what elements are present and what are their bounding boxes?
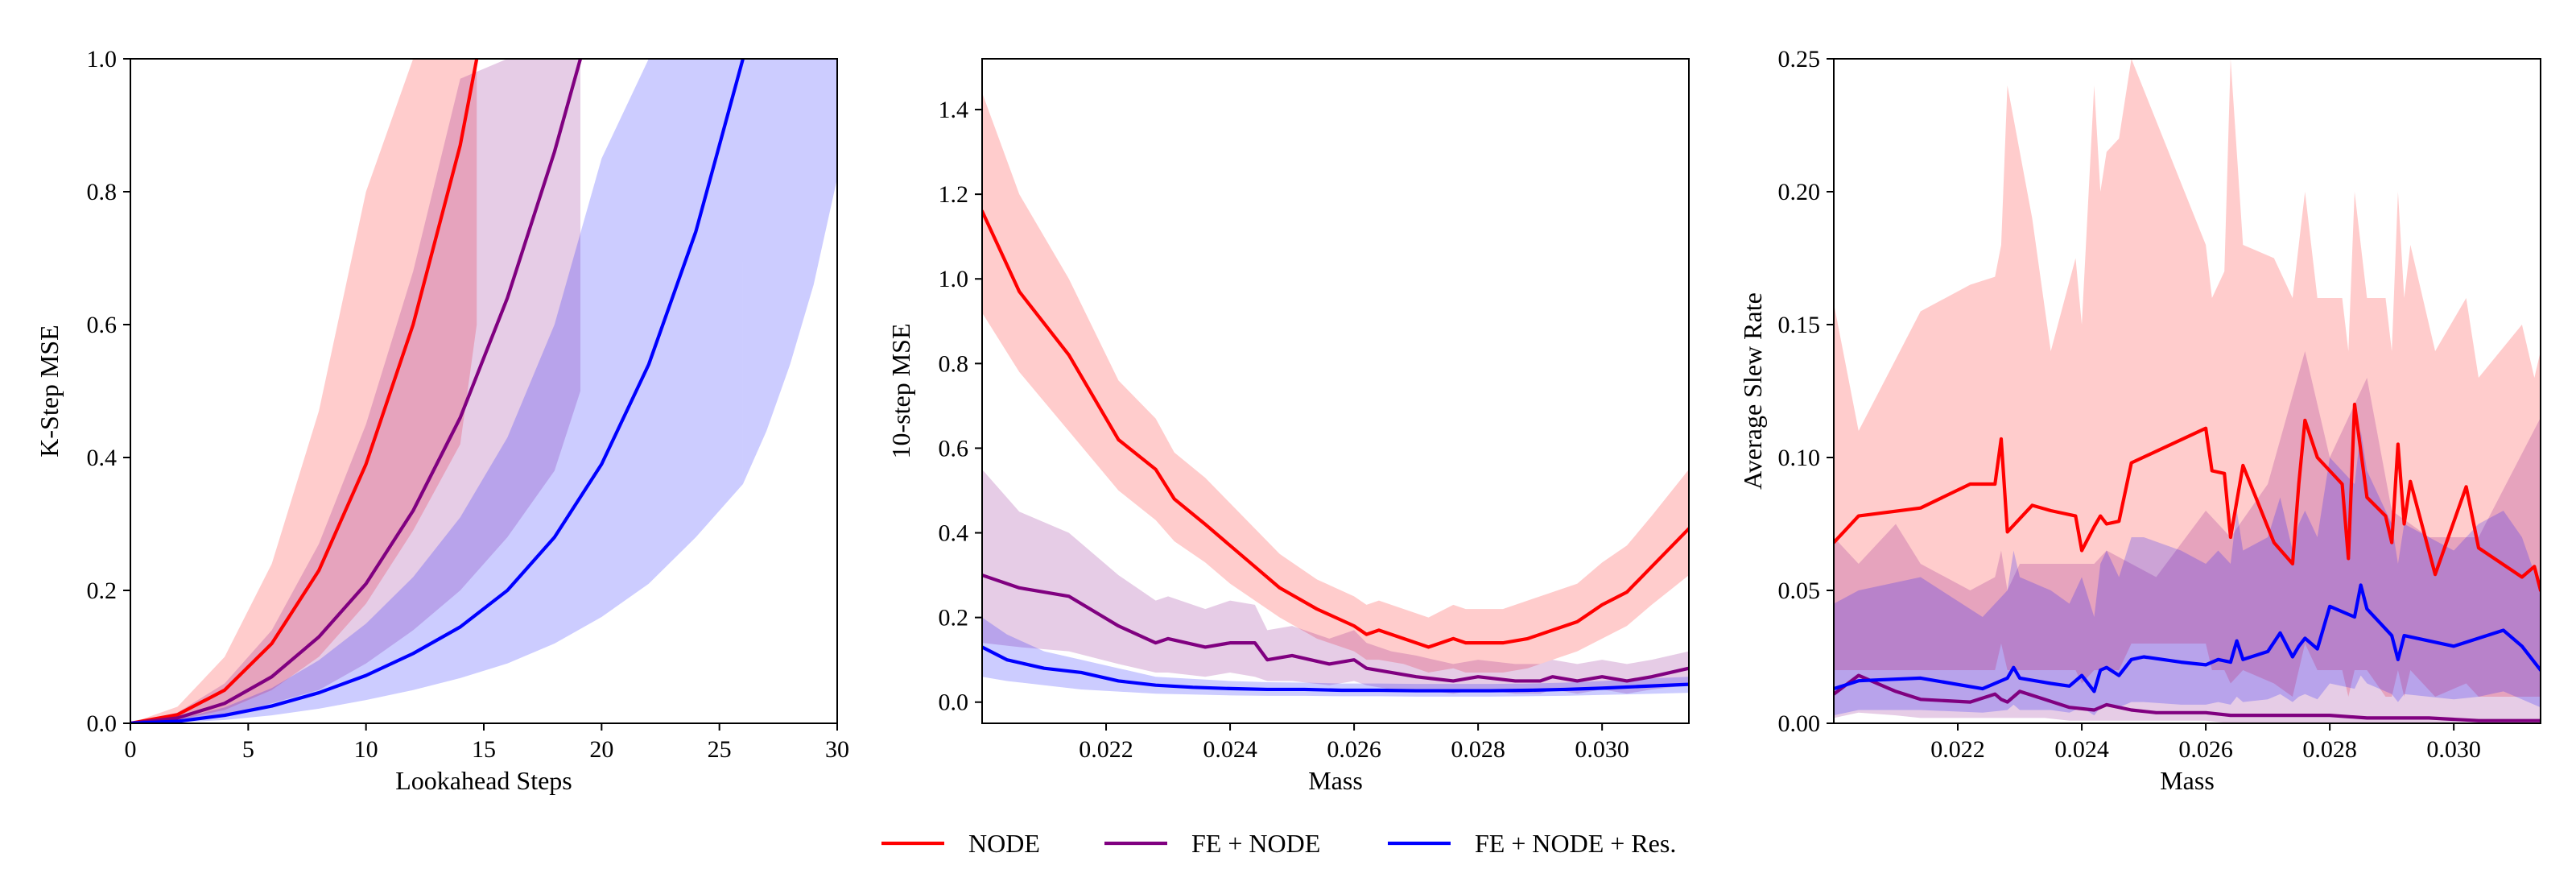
band-fe-node-res: [1834, 431, 2541, 716]
x-tick-label: 0.028: [1451, 736, 1505, 763]
plot-area: [130, 59, 837, 723]
x-tick-label: 25: [708, 736, 732, 763]
x-tick-label: 0.026: [1327, 736, 1381, 763]
plot-area: [1834, 59, 2541, 723]
band-fe-node-res: [130, 59, 743, 723]
y-tick-label: 0.2: [939, 605, 969, 631]
band-node: [130, 59, 477, 723]
y-tick-label: 0.4: [939, 520, 969, 547]
line-fe-node: [1834, 673, 2541, 722]
y-tick-label: 0.00: [1778, 710, 1821, 737]
y-tick-label: 1.4: [939, 97, 969, 123]
legend: NODE FE + NODE FE + NODE + Res.: [881, 829, 1676, 858]
axes-frame: [981, 58, 1690, 724]
line-fe-node-res: [982, 645, 1689, 693]
x-tick-label: 0.024: [2054, 736, 2109, 763]
line-fe-node: [130, 59, 583, 723]
x-tick-label: 20: [589, 736, 613, 763]
x-tick-label: 0.030: [2426, 736, 2481, 763]
y-tick-label: 0.6: [939, 435, 969, 462]
legend-label-fe-node: FE + NODE: [1191, 829, 1320, 858]
legend-label-fe-node-res: FE + NODE + Res.: [1475, 829, 1676, 858]
y-axis-label: 10-step MSE: [886, 324, 915, 459]
x-axis-label: Lookahead Steps: [395, 766, 572, 795]
y-tick-label: 0.15: [1778, 312, 1821, 338]
x-tick-label: 0.024: [1203, 736, 1257, 763]
y-tick-label: 0.25: [1778, 46, 1821, 72]
y-tick-label: 0.10: [1778, 445, 1821, 471]
y-tick-label: 0.0: [87, 710, 118, 737]
x-tick-label: 0.022: [1930, 736, 1985, 763]
y-tick-label: 1.0: [87, 46, 118, 72]
x-tick-label: 30: [825, 736, 849, 763]
band-fe-node: [1834, 351, 2541, 723]
line-fe-node-res: [1834, 583, 2541, 693]
x-axis-label: Mass: [2160, 766, 2215, 795]
band-node: [982, 93, 1689, 673]
y-axis-label: Average Slew Rate: [1738, 292, 1767, 490]
legend-label-node: NODE: [968, 829, 1040, 858]
axes-frame: [1833, 58, 2541, 724]
x-tick-label: 0.030: [1575, 736, 1629, 763]
panel-10step-mse: 0.022 0.024 0.026 0.028 0.030 0.0 0.2 0.4 0.6 0.8…: [886, 58, 1690, 795]
y-tick-label: 0.20: [1778, 179, 1821, 205]
y-tick-label: 0.0: [939, 689, 969, 716]
y-tick-label: 0.6: [87, 312, 118, 338]
x-axis-label: Mass: [1308, 766, 1363, 795]
y-tick-label: 1.2: [939, 181, 969, 208]
line-fe-node: [982, 573, 1689, 683]
y-tick-label: 0.2: [87, 578, 118, 604]
y-tick-label: 0.8: [939, 350, 969, 377]
band-node: [1834, 59, 2541, 697]
y-tick-label: 0.4: [87, 445, 118, 471]
band-fe-node: [130, 59, 580, 723]
panel-kstep-mse: 0 5 10 15 20 25 30 0.0 0.2 0.4 0.6 0.8 1.0 Lookahead …: [35, 46, 849, 795]
x-tick-label: 0.022: [1079, 736, 1133, 763]
x-tick-label: 5: [242, 736, 254, 763]
y-tick-label: 0.8: [87, 179, 118, 205]
x-tick-label: 10: [354, 736, 378, 763]
plot-area: [982, 93, 1689, 697]
panel-slew-rate: 0.022 0.024 0.026 0.028 0.030 0.00 0.05 0.10 0.1…: [1738, 46, 2541, 795]
x-tick-label: 0: [125, 736, 137, 763]
line-node: [1834, 402, 2541, 593]
x-tick-label: 0.026: [2178, 736, 2233, 763]
line-node: [130, 59, 479, 723]
line-fe-node-res: [130, 59, 745, 723]
x-tick-label: 0.028: [2302, 736, 2357, 763]
y-tick-label: 0.05: [1778, 578, 1821, 604]
y-tick-label: 1.0: [939, 266, 969, 292]
band-fe-node-res: [742, 59, 837, 484]
x-tick-label: 15: [472, 736, 496, 763]
line-node: [982, 209, 1689, 649]
y-axis-label: K-Step MSE: [35, 325, 64, 457]
band-fe-node: [982, 469, 1689, 694]
